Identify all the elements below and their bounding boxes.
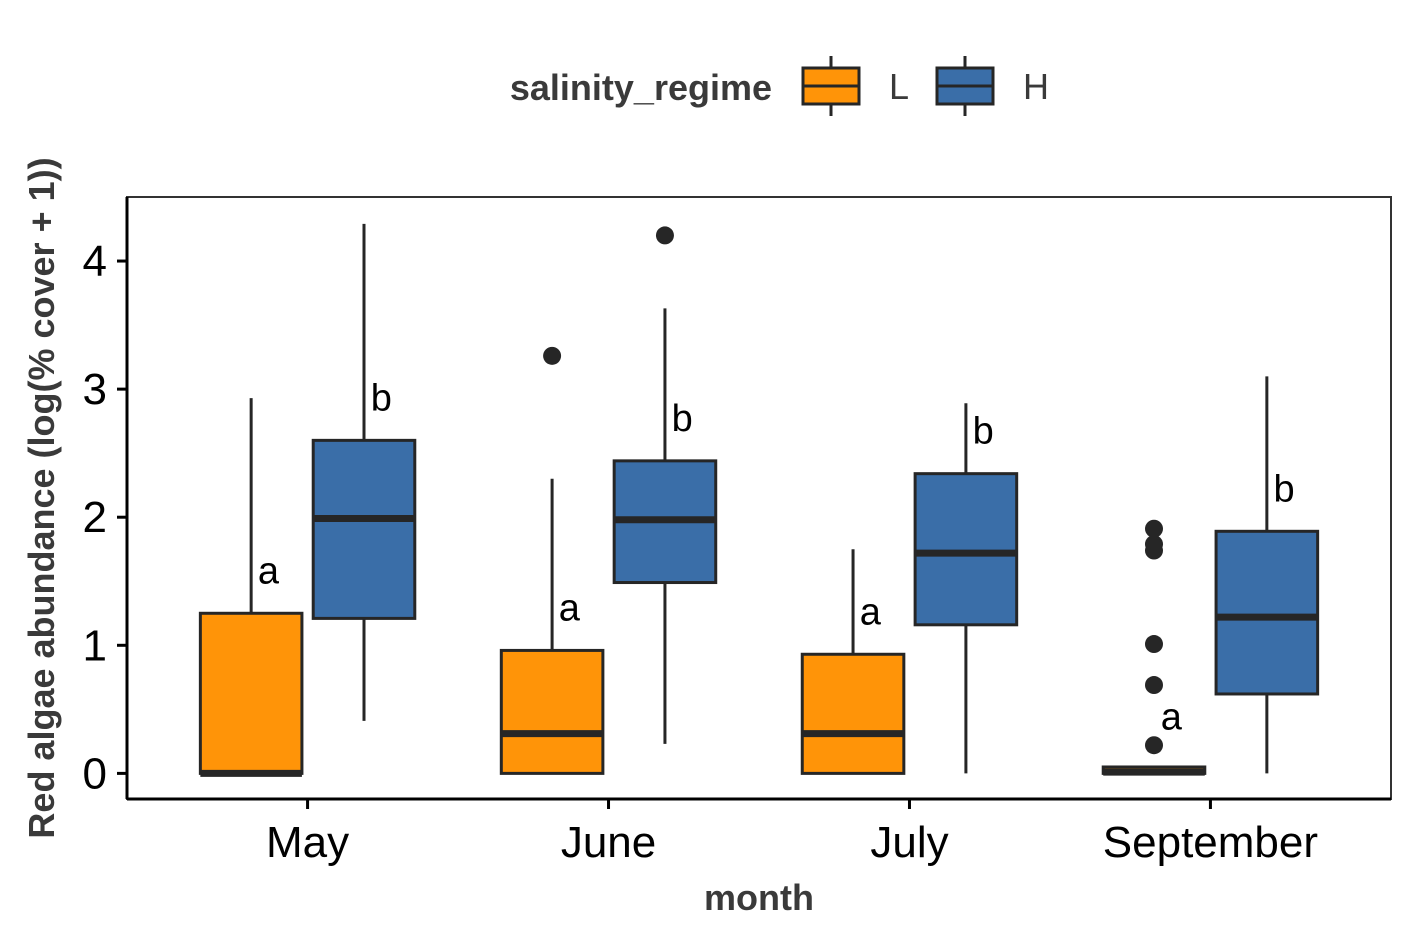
y-axis-ticks: 0 1 2 3 4 (83, 237, 127, 798)
outlier-point (655, 226, 674, 245)
significance-label: a (860, 591, 882, 633)
box-body (198, 611, 304, 775)
x-tick-label: September (1103, 818, 1318, 867)
x-tick-label: June (561, 818, 656, 867)
legend-label: H (1023, 66, 1049, 107)
outlier-point (1145, 535, 1163, 554)
outlier-point (1145, 635, 1163, 654)
box-body (311, 438, 417, 620)
outlier-point (1145, 519, 1163, 538)
box-H-september: b (1214, 376, 1320, 774)
x-tick-label: May (266, 818, 349, 867)
y-tick-label: 3 (83, 365, 107, 414)
box-L-may: a (198, 398, 304, 777)
significance-label: a (559, 587, 581, 629)
x-axis-title: month (704, 877, 814, 918)
significance-label: b (672, 398, 693, 440)
box-H-july: b (913, 403, 1019, 774)
box-L-july: a (800, 549, 906, 775)
x-axis-ticks: May June July September (266, 799, 1318, 867)
outlier-point (543, 346, 562, 365)
significance-label: b (1274, 468, 1295, 510)
legend-label: L (889, 66, 909, 107)
significance-label: b (371, 377, 392, 419)
outlier-point (1145, 676, 1163, 695)
box-H-may: b (311, 223, 417, 721)
significance-label: b (973, 411, 994, 453)
y-tick-label: 1 (83, 621, 107, 670)
legend-entry-L: L (801, 56, 909, 116)
x-tick-label: July (870, 818, 948, 867)
legend-entry-H: H (935, 56, 1049, 116)
y-tick-label: 0 (83, 749, 107, 798)
box-body (913, 472, 1019, 627)
legend-title: salinity_regime (510, 67, 772, 108)
boxes: a a a a b b b b (198, 223, 1320, 777)
box-body (499, 648, 605, 775)
box-L-june: a (499, 346, 605, 775)
y-tick-label: 4 (83, 237, 107, 286)
y-axis-title: Red algae abundance (log(% cover + 1)) (21, 157, 62, 838)
box-body (1214, 529, 1320, 696)
significance-label: a (258, 550, 280, 592)
significance-label: a (1161, 697, 1183, 739)
box-body (800, 652, 906, 775)
box-H-june: b (612, 226, 718, 744)
y-tick-label: 2 (83, 493, 107, 542)
box-L-september: a (1101, 519, 1207, 776)
outlier-point (1145, 736, 1163, 755)
